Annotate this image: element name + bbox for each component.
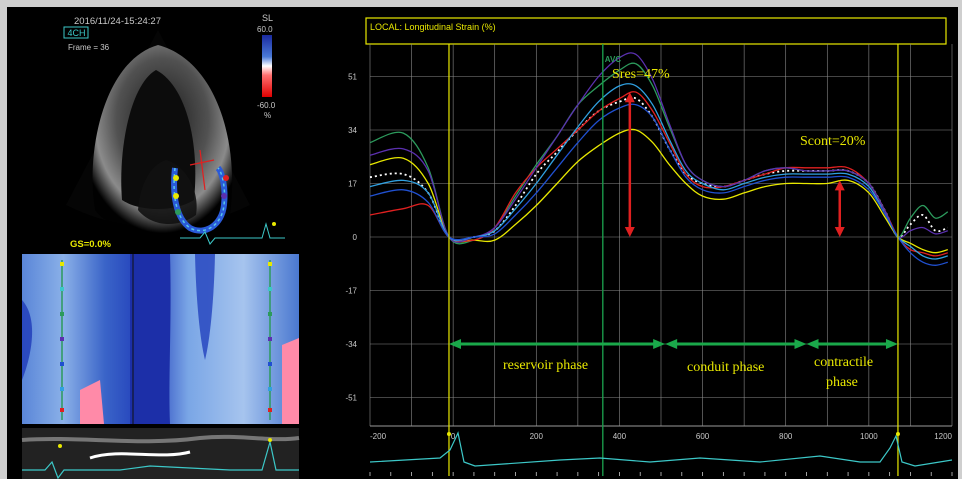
map-segment-markers: [60, 262, 272, 412]
view-badge: 4CH: [68, 28, 86, 38]
avc-label: AVC: [605, 55, 622, 64]
y-tick-labels: 51 34 17 0 -17 -34 -51: [345, 73, 357, 403]
tracking-point: [175, 209, 181, 215]
arrow-head: [885, 339, 898, 349]
arrow-head: [624, 92, 635, 103]
series-line: [369, 96, 949, 242]
tracking-point: [223, 175, 229, 181]
echo-screen: 2016/11/24-15:24:27 4CH Frame = 36 SL 60…: [21, 13, 953, 479]
timing-markers: [448, 44, 899, 476]
arrow-head: [834, 227, 845, 237]
scont-annotation: Scont=20%: [800, 134, 866, 149]
x-tick-label: 800: [779, 432, 793, 441]
series-line: [369, 103, 948, 266]
tracking-point: [221, 193, 227, 199]
arrow-head: [653, 339, 666, 349]
mmode-band: [21, 434, 300, 444]
reservoir-phase-label: reservoir phase: [503, 358, 588, 373]
scale-title: SL: [262, 13, 273, 23]
y-tick-label: -51: [345, 394, 357, 403]
mini-ecg-marker: [272, 222, 276, 226]
view-badge-box: [63, 26, 89, 39]
screen: 2016/11/24-15:24:27 4CH Frame = 36 SL 60…: [7, 7, 958, 479]
mini-ecg: [180, 222, 285, 245]
y-tick-label: 51: [348, 73, 357, 82]
tracking-dots: [173, 167, 226, 232]
x-tick-label: 400: [613, 432, 627, 441]
conduit-phase-label: conduit phase: [687, 360, 764, 375]
map-region: [80, 380, 104, 424]
x-tick-label: 600: [696, 432, 710, 441]
contractile-phase-label: contractile: [814, 355, 873, 370]
mmode-ecg: [22, 441, 299, 479]
x-tick-label: 1000: [860, 432, 878, 441]
arrow-head: [665, 339, 678, 349]
axis-marker: [199, 149, 206, 191]
arrow-head: [794, 339, 807, 349]
left-panel: 2016/11/24-15:24:27 4CH Frame = 36 SL 60…: [21, 13, 300, 479]
series-line: [369, 62, 949, 245]
ecg-line: [369, 431, 953, 467]
annotation-arrows: [448, 92, 898, 349]
series-line: [369, 128, 948, 254]
frame-label: Frame = 36: [68, 43, 110, 52]
series-line: [369, 83, 948, 260]
tracking-point: [173, 175, 179, 181]
ecg-marker: [446, 432, 451, 436]
sres-annotation: Sres=47%: [612, 67, 670, 82]
timestamp: 2016/11/24-15:24:27: [74, 16, 161, 27]
chart-title: LOCAL: Longitudinal Strain (%): [370, 22, 496, 32]
y-tick-label: 34: [348, 126, 357, 135]
series-lines: [369, 52, 949, 266]
arrow-head: [624, 227, 635, 237]
scale-unit: %: [264, 111, 271, 120]
ecg-trace: [369, 431, 953, 476]
scale-max: 60.0: [257, 25, 273, 34]
map-region: [282, 338, 299, 424]
map-region: [130, 254, 171, 424]
color-scale-bar: [262, 35, 272, 97]
tracking-point: [173, 193, 179, 199]
atrium-cavity: [138, 160, 197, 225]
y-tick-label: 0: [353, 233, 358, 242]
x-tick-label: 200: [530, 432, 544, 441]
y-tick-label: -34: [345, 340, 357, 349]
global-strain: GS=0.0%: [70, 239, 111, 250]
x-tick-label: -200: [370, 432, 387, 441]
arrow-head: [834, 180, 845, 191]
arrow-head: [448, 339, 461, 349]
mmode-marker: [268, 438, 272, 442]
series-line: [369, 52, 948, 243]
x-tick-label: 1200: [934, 432, 952, 441]
chart-title-box: [365, 17, 947, 45]
contractile-phase-label-2: phase: [826, 375, 858, 390]
scale-min: -60.0: [257, 101, 276, 110]
strain-chart: LOCAL: Longitudinal Strain (%) 51 34 17 0 -1…: [345, 17, 953, 476]
mmode-marker: [58, 444, 62, 448]
x-tick-labels: -200 0 200 400 600 800 1000 1200: [370, 432, 953, 441]
arrow-head: [806, 339, 819, 349]
x-tick-label: 0: [451, 432, 456, 441]
mmode-band: [89, 450, 191, 460]
map-region: [195, 254, 215, 360]
map-region: [22, 300, 33, 380]
ecg-marker: [895, 432, 900, 436]
y-tick-label: -17: [345, 287, 357, 296]
y-tick-label: 17: [348, 180, 357, 189]
